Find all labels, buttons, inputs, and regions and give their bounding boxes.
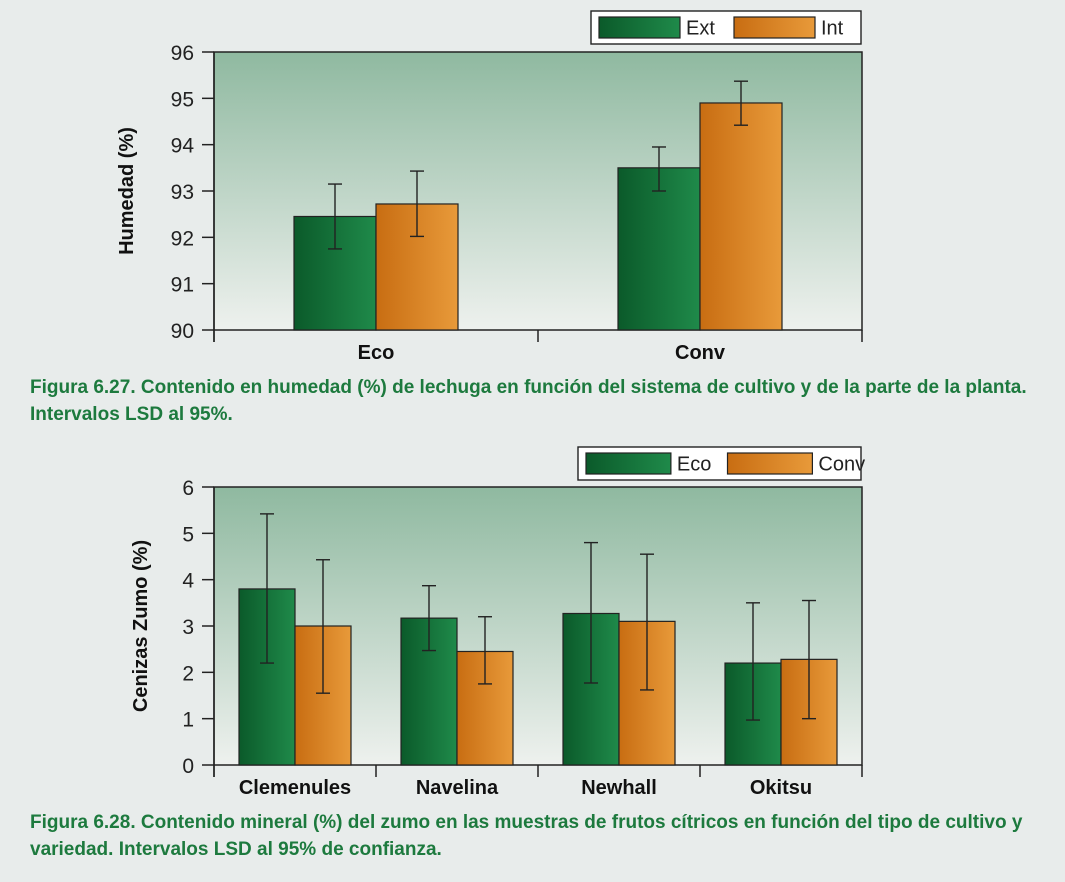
bar-int-conv — [699, 102, 783, 331]
y-axis-title: Cenizas Zumo (%) — [130, 540, 152, 712]
category-label: Navelina — [416, 777, 499, 799]
y-tick-label: 96 — [171, 42, 194, 65]
figure-caption-ash: Figura 6.28. Contenido mineral (%) del z… — [30, 812, 1023, 860]
legend-swatch — [585, 452, 672, 475]
legend-swatch — [726, 452, 814, 475]
y-tick-label: 3 — [182, 616, 194, 639]
y-tick-label: 6 — [182, 477, 194, 500]
bar-ext-conv — [617, 167, 701, 331]
y-tick-label: 95 — [171, 88, 194, 111]
y-tick-label: 93 — [171, 181, 194, 204]
category-label: Clemenules — [239, 777, 351, 799]
legend-label: Conv — [818, 454, 865, 476]
legend-label: Eco — [677, 454, 711, 476]
y-tick-label: 94 — [171, 135, 195, 158]
y-tick-label: 92 — [171, 227, 194, 250]
category-label: Eco — [358, 342, 395, 364]
y-tick-label: 1 — [182, 709, 194, 732]
y-tick-label: 2 — [182, 662, 194, 685]
legend-swatch — [598, 16, 681, 39]
ash-chart: 0 1 2 3 4 5 6 Cenizas Zumo (%) Clemenules Navelin… — [130, 446, 865, 799]
legend-swatch — [733, 16, 816, 39]
category-label: Conv — [675, 342, 726, 364]
y-tick-label: 91 — [171, 274, 194, 297]
y-tick-label: 90 — [171, 320, 194, 343]
legend-label: Int — [821, 18, 844, 40]
y-tick-label: 0 — [182, 755, 194, 778]
figure-caption-humidity: Figura 6.27. Contenido en humedad (%) de… — [30, 377, 1027, 425]
category-label: Okitsu — [750, 777, 812, 799]
y-tick-label: 4 — [182, 570, 194, 593]
y-axis-title: Humedad (%) — [116, 127, 138, 255]
y-tick-label: 5 — [182, 523, 194, 546]
legend-label: Ext — [686, 18, 715, 40]
humidity-chart: 90 91 92 93 94 95 96 Humedad (%) Eco Conv Ext Int — [116, 10, 863, 364]
category-label: Newhall — [581, 777, 657, 799]
